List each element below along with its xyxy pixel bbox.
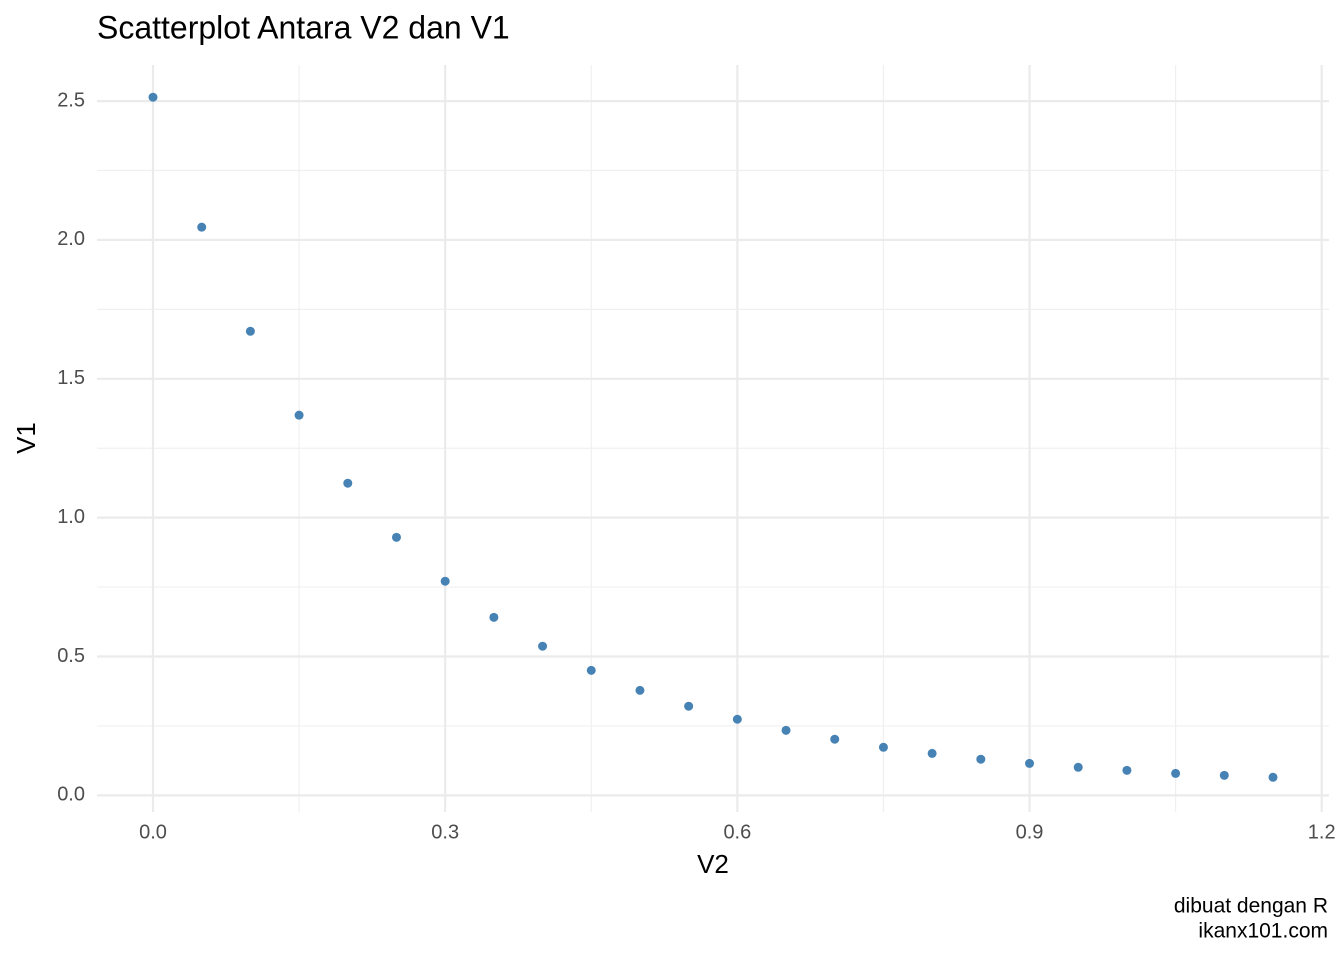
x-tick-label: 0.0 xyxy=(139,821,167,843)
point xyxy=(391,532,401,542)
y-tick-label: 1.5 xyxy=(57,367,85,389)
point xyxy=(1219,770,1229,780)
x-axis-title: V2 xyxy=(697,849,729,879)
point xyxy=(635,685,645,695)
point xyxy=(1171,768,1181,778)
point xyxy=(976,754,986,764)
y-tick-label: 0.5 xyxy=(57,645,85,667)
point xyxy=(1268,772,1278,782)
point xyxy=(927,748,937,758)
y-tick-label: 0.0 xyxy=(57,784,85,806)
caption: ikanx101.com xyxy=(1198,920,1328,943)
y-tick-label: 2.5 xyxy=(57,89,85,111)
point xyxy=(1073,762,1083,772)
point xyxy=(538,641,548,651)
point xyxy=(294,410,304,420)
point xyxy=(684,701,694,711)
caption: dibuat dengan R xyxy=(1174,895,1328,918)
y-tick-label: 2.0 xyxy=(57,228,85,250)
x-tick-label: 0.6 xyxy=(723,821,751,843)
x-tick-label: 1.2 xyxy=(1308,821,1336,843)
x-tick-label: 0.9 xyxy=(1016,821,1044,843)
point xyxy=(197,222,207,232)
point xyxy=(586,665,596,675)
point xyxy=(1025,758,1035,768)
point xyxy=(878,742,888,752)
point xyxy=(343,478,353,488)
point xyxy=(440,576,450,586)
y-axis-title: V1 xyxy=(11,422,41,454)
point xyxy=(830,734,840,744)
y-tick-label: 1.0 xyxy=(57,506,85,528)
point xyxy=(245,326,255,336)
point xyxy=(1122,765,1132,775)
point xyxy=(148,92,158,102)
x-tick-label: 0.3 xyxy=(431,821,459,843)
point xyxy=(732,714,742,724)
chart-title: Scatterplot Antara V2 dan V1 xyxy=(97,9,510,45)
point xyxy=(489,612,499,622)
point xyxy=(781,725,791,735)
